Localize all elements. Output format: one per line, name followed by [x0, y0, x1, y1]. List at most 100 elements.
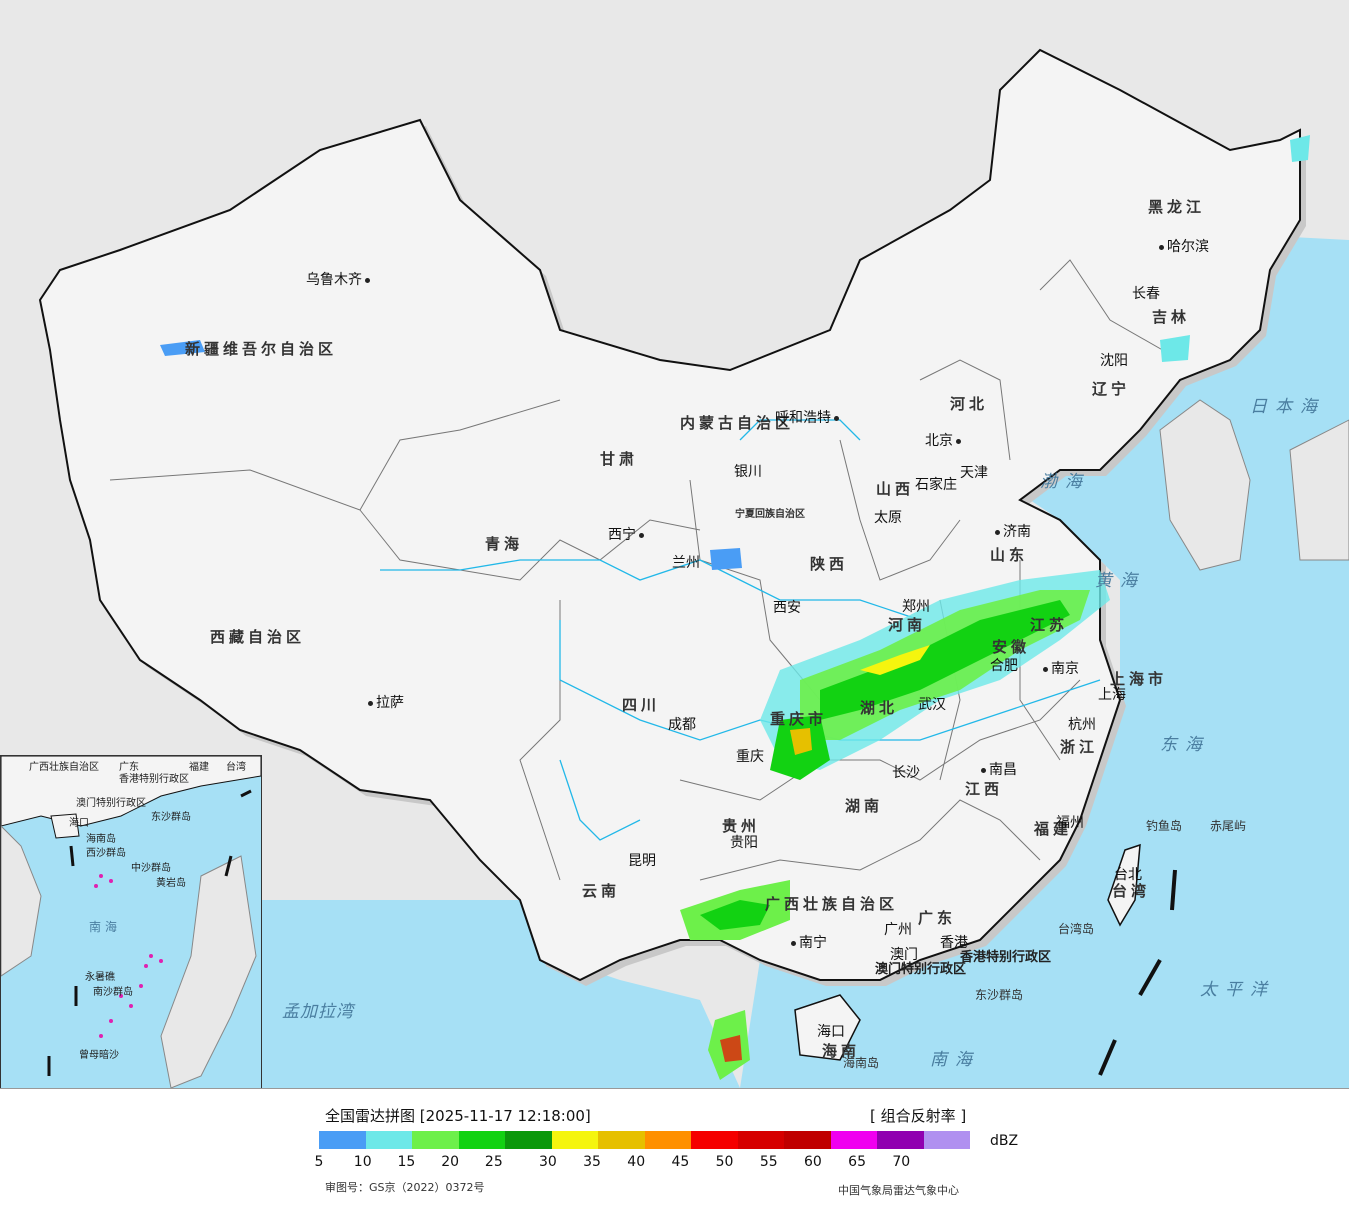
sea-label: 孟加拉湾 — [282, 1002, 354, 1022]
inset-label: 南沙群岛 — [93, 987, 133, 998]
province-label: 山西 — [876, 480, 915, 498]
province-label: 甘肃 — [600, 450, 639, 468]
sea-label: 东海 — [1160, 735, 1210, 755]
color-swatch — [784, 1131, 831, 1149]
province-label: 湖南 — [845, 797, 884, 815]
city-label: 哈尔滨 — [1156, 236, 1209, 256]
unit-label: dBZ — [990, 1133, 1019, 1149]
color-scale-ticks: 5 10 15 20 25 30 35 40 45 50 55 60 65 70 — [300, 1154, 950, 1174]
tick-label: 25 — [484, 1154, 503, 1170]
inset-label: 海口 — [69, 818, 89, 829]
sea-label: 日本海 — [1250, 397, 1325, 417]
inset-label: 香港特别行政区 — [119, 774, 189, 785]
korea-peninsula — [1159, 399, 1251, 571]
province-label: 广西壮族自治区 — [765, 895, 899, 913]
inset-label: 黄岩岛 — [156, 878, 186, 889]
city-label: 南宁 — [788, 932, 827, 952]
tick-label: 55 — [759, 1154, 778, 1170]
nine-dash-segments — [1098, 869, 1177, 1076]
province-label: 山东 — [990, 546, 1029, 564]
south-china-sea-inset: 广西壮族自治区 广东 福建 台湾 香港特别行政区 澳门特别行政区 东沙群岛 海口… — [0, 755, 262, 1088]
province-label: 重庆市 — [770, 710, 828, 728]
province-label: 四川 — [622, 696, 661, 714]
city-label: 上海 — [1098, 687, 1126, 703]
tick-label: 60 — [804, 1154, 822, 1170]
tick-label: 20 — [441, 1154, 460, 1170]
tick-label: 70 — [892, 1154, 911, 1170]
province-label: 湖北 — [860, 699, 899, 717]
province-label: 福建 — [1034, 820, 1073, 838]
province-label: 陕西 — [810, 555, 849, 573]
province-label: 吉林 — [1152, 308, 1191, 326]
city-label: 成都 — [668, 717, 696, 733]
color-swatch — [691, 1131, 738, 1149]
province-label: 云南 — [582, 882, 621, 900]
province-borders — [109, 259, 1181, 881]
hainan-island — [794, 994, 861, 1061]
data-source: 中国气象局雷达气象中心 — [838, 1184, 959, 1197]
city-label: 重庆 — [736, 749, 764, 765]
province-label: 辽宁 — [1092, 380, 1131, 398]
city-label: 太原 — [874, 510, 902, 526]
tick-label: 15 — [397, 1154, 416, 1170]
city-label: 呼和浩特 — [775, 407, 842, 427]
color-swatch — [412, 1131, 459, 1149]
tick-label: 30 — [538, 1154, 557, 1170]
inset-label: 台湾 — [226, 762, 246, 773]
city-label: 香港 — [940, 935, 968, 951]
province-label: 黑龙江 — [1148, 198, 1206, 216]
province-label: 宁夏回族自治区 — [735, 509, 805, 520]
city-label: 沈阳 — [1100, 353, 1128, 369]
inset-label: 南海 — [89, 920, 122, 934]
city-label: 合肥 — [990, 658, 1018, 674]
special-region-label: 澳门特别行政区 — [875, 962, 967, 977]
color-swatch — [830, 1131, 877, 1149]
city-label: 南昌 — [978, 759, 1017, 779]
tick-label: 50 — [715, 1154, 734, 1170]
province-label: 安徽 — [992, 638, 1031, 656]
tick-label: 45 — [671, 1154, 690, 1170]
city-label: 郑州 — [902, 599, 930, 615]
city-label: 拉萨 — [365, 692, 404, 712]
taiwan-island — [1107, 843, 1141, 927]
city-label: 长春 — [1132, 286, 1160, 302]
island-label: 赤尾屿 — [1210, 819, 1247, 833]
province-label: 新疆维吾尔自治区 — [185, 340, 338, 358]
inset-label: 中沙群岛 — [131, 863, 171, 874]
city-label: 贵阳 — [730, 835, 758, 851]
sea-label: 黄海 — [1095, 571, 1145, 591]
province-label: 浙江 — [1060, 738, 1099, 756]
south-sea-area — [260, 900, 740, 1088]
tick-label: 40 — [627, 1154, 646, 1170]
province-label: 台湾 — [1112, 882, 1151, 900]
province-label: 西藏自治区 — [210, 628, 306, 646]
city-label: 福州 — [1056, 815, 1084, 831]
city-label: 济南 — [992, 521, 1031, 541]
color-swatch — [644, 1131, 691, 1149]
tick-label: 65 — [848, 1154, 866, 1170]
color-swatch — [551, 1131, 598, 1149]
tick-label: 10 — [353, 1154, 372, 1170]
city-label: 杭州 — [1068, 717, 1096, 733]
city-label: 乌鲁木齐 — [306, 269, 373, 289]
inset-label: 福建 — [189, 762, 209, 773]
island-label: 海南岛 — [843, 1056, 880, 1070]
inset-label: 东沙群岛 — [151, 812, 191, 823]
inset-label: 广东 — [119, 762, 139, 773]
inset-label: 海南岛 — [86, 834, 116, 845]
sea-label: 南海 — [930, 1050, 980, 1070]
city-label: 台北 — [1114, 867, 1142, 883]
province-label: 上海市 — [1110, 670, 1168, 688]
province-label: 河北 — [950, 395, 989, 413]
inset-label: 西沙群岛 — [86, 848, 126, 859]
province-label: 江西 — [965, 780, 1004, 798]
legend-title: 全国雷达拼图 [2025-11-17 12:18:00] — [325, 1107, 591, 1125]
city-label: 西安 — [773, 600, 801, 616]
province-label: 贵州 — [722, 817, 761, 835]
city-label: 广州 — [884, 922, 912, 938]
city-label: 长沙 — [892, 765, 920, 781]
province-label: 河南 — [888, 616, 927, 634]
island-label: 东沙群岛 — [975, 988, 1024, 1002]
city-label: 澳门 — [890, 947, 918, 963]
